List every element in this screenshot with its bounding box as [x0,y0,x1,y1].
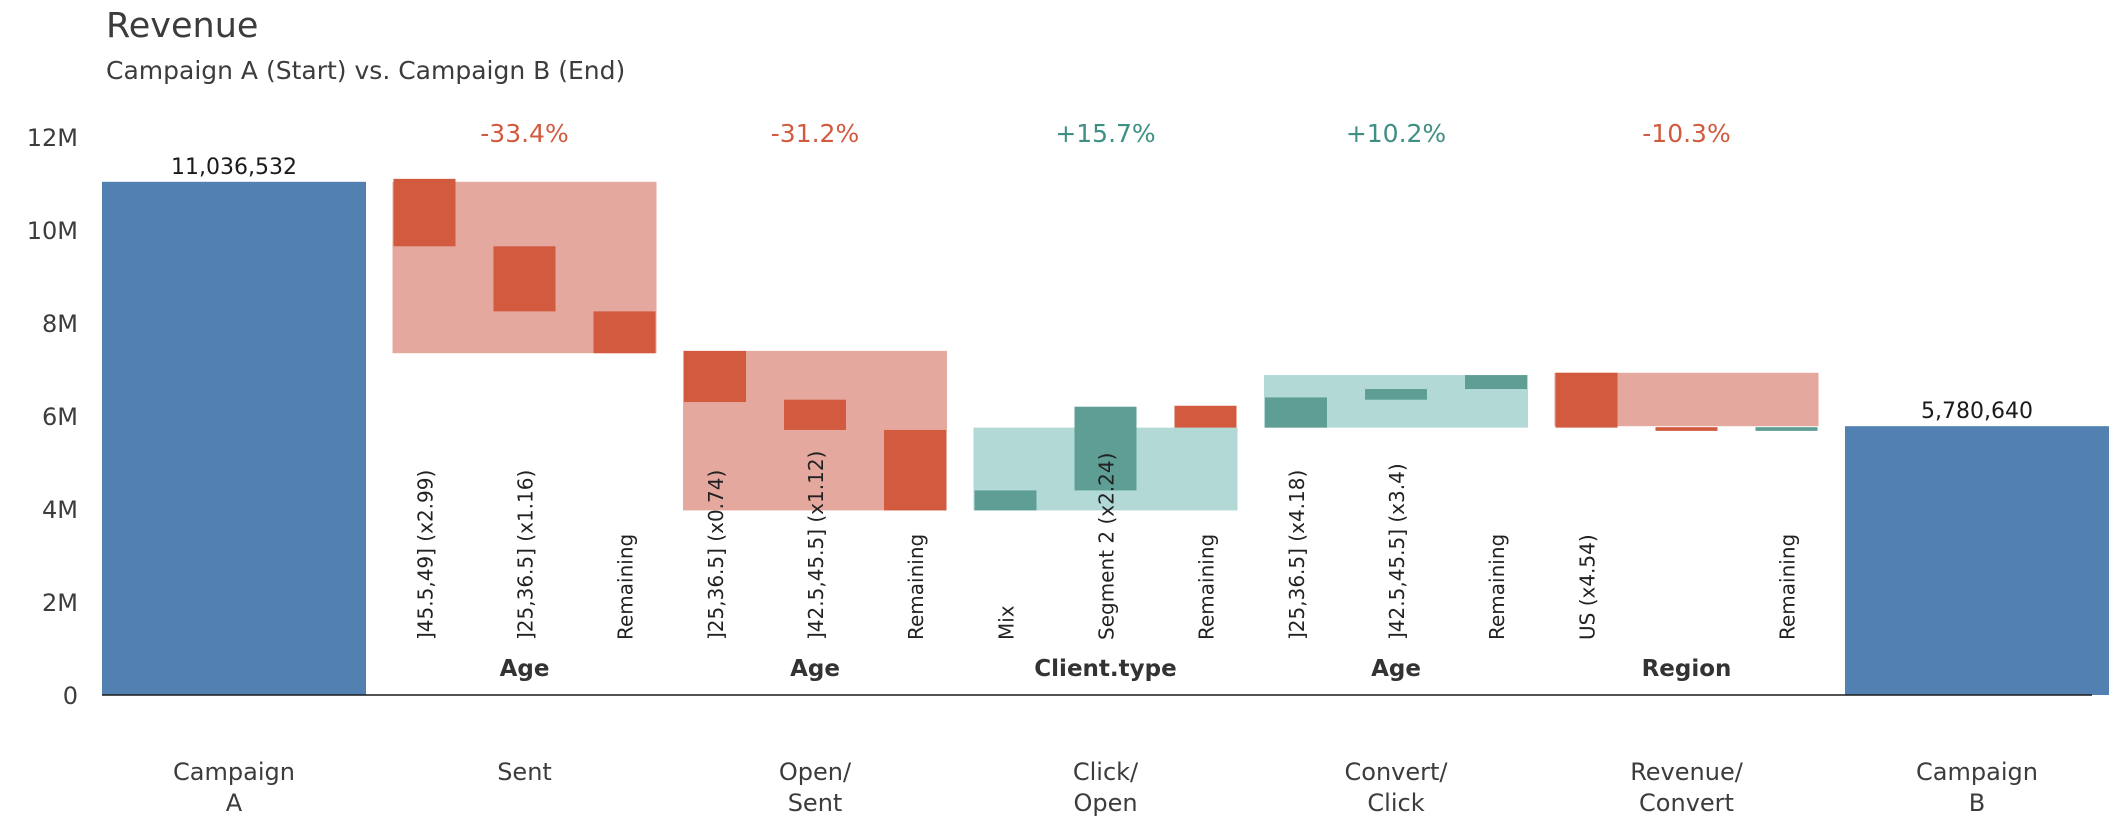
segment-label: Remaining [1485,534,1509,640]
segment-bar [393,178,456,247]
chart-subtitle: Campaign A (Start) vs. Campaign B (End) [106,56,626,85]
change-percent-label: +10.2% [1346,119,1446,148]
segment-bar [1655,427,1718,431]
change-percent-label: -10.3% [1642,119,1730,148]
bar-value-label: 11,036,532 [171,155,297,180]
y-tick-label: 0 [63,682,78,710]
segment-bar [1755,427,1818,431]
x-category-label: Open/ [779,758,852,786]
segment-bar [974,490,1037,511]
segment-bar [1265,397,1327,428]
x-category-label: Sent [497,758,552,786]
group-label: Age [790,656,840,682]
x-category-label: B [1969,789,1985,817]
chart-title: Revenue [106,6,259,46]
bar-value-label: 5,780,640 [1921,399,2033,424]
x-category-label: A [226,789,243,817]
segment-label: ]42.5,45.5] (x3.4) [1385,463,1409,640]
segment-label: US (x4.54) [1576,534,1600,640]
x-category-label: Convert/ [1345,758,1449,786]
segment-label: ]45.5,49] (x2.99) [414,470,438,640]
segment-label: Segment 2 (x2.24) [1095,453,1119,640]
y-tick-label: 10M [27,217,78,245]
x-category-label: Click/ [1073,758,1139,786]
total-bar [102,181,366,695]
x-category-label: Revenue/ [1630,758,1744,786]
group-label: Age [1371,656,1421,682]
y-tick-label: 12M [27,124,78,152]
segment-bar [493,246,556,312]
segment-label: Remaining [1776,534,1800,640]
group-label: Region [1642,656,1732,682]
total-bar [1845,426,2109,695]
group-label: Client.type [1034,656,1176,682]
x-category-label: Open [1073,789,1137,817]
segment-label: ]42.5,45.5] (x1.12) [804,451,828,640]
segment-bar [1365,389,1427,400]
segment-label: Remaining [614,534,638,640]
segment-bar [593,311,656,354]
change-percent-label: -33.4% [480,119,568,148]
segment-bar [884,429,946,511]
x-category-label: Convert [1639,789,1734,817]
y-tick-label: 6M [42,403,78,431]
segment-bar [1465,375,1527,390]
y-tick-label: 2M [42,589,78,617]
x-category-label: Click [1367,789,1424,817]
segment-label: ]25,36.5] (x0.74) [704,470,728,640]
group-label: Age [500,656,550,682]
segment-label: ]25,36.5] (x4.18) [1285,470,1309,640]
segment-bar [1555,372,1618,428]
segment-label: Remaining [1195,534,1219,640]
change-percent-label: +15.7% [1055,119,1155,148]
segment-label: Mix [995,605,1019,640]
segment-bar [684,350,746,403]
segment-bar [1074,406,1137,491]
x-category-label: Sent [788,789,843,817]
segment-label: Remaining [904,534,928,640]
segment-bar [784,399,846,430]
y-tick-label: 8M [42,310,78,338]
x-category-label: Campaign [1916,758,2038,786]
segment-label: ]25,36.5] (x1.16) [514,470,538,640]
y-tick-label: 4M [42,496,78,524]
change-percent-label: -31.2% [771,119,859,148]
x-category-label: Campaign [173,758,295,786]
segment-bar [1174,405,1237,428]
